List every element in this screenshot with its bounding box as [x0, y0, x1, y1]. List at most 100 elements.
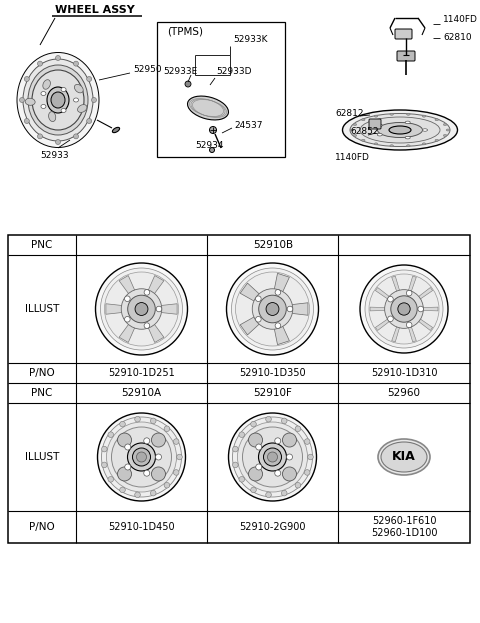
Circle shape: [407, 290, 412, 296]
Circle shape: [266, 416, 271, 422]
Circle shape: [388, 316, 393, 321]
Polygon shape: [375, 287, 397, 305]
Ellipse shape: [444, 123, 447, 125]
Circle shape: [365, 270, 443, 348]
Ellipse shape: [188, 96, 228, 120]
Ellipse shape: [378, 439, 430, 475]
Circle shape: [232, 417, 312, 497]
Circle shape: [120, 487, 125, 493]
Text: 52910B: 52910B: [253, 240, 293, 250]
Ellipse shape: [73, 98, 79, 102]
Circle shape: [418, 306, 423, 312]
Text: 1140FD: 1140FD: [443, 16, 478, 24]
Text: ILLUST: ILLUST: [25, 304, 59, 314]
Ellipse shape: [361, 140, 365, 141]
Circle shape: [132, 448, 151, 466]
FancyBboxPatch shape: [397, 51, 415, 61]
Circle shape: [295, 482, 301, 488]
Polygon shape: [106, 304, 132, 314]
Ellipse shape: [152, 433, 166, 447]
Ellipse shape: [43, 80, 50, 89]
Ellipse shape: [422, 115, 426, 117]
Circle shape: [102, 446, 107, 452]
Circle shape: [173, 470, 179, 475]
Ellipse shape: [377, 123, 422, 138]
Ellipse shape: [405, 136, 410, 139]
FancyBboxPatch shape: [369, 119, 381, 129]
Circle shape: [111, 427, 171, 487]
Circle shape: [108, 477, 114, 482]
Polygon shape: [413, 307, 438, 311]
Circle shape: [124, 316, 130, 322]
Ellipse shape: [422, 143, 426, 145]
Circle shape: [37, 61, 43, 66]
Ellipse shape: [47, 87, 69, 113]
Text: 52910A: 52910A: [121, 388, 162, 398]
Polygon shape: [392, 276, 402, 301]
Circle shape: [101, 417, 181, 497]
Text: 52933: 52933: [41, 151, 69, 159]
Ellipse shape: [389, 126, 411, 134]
Ellipse shape: [32, 70, 84, 130]
Circle shape: [164, 426, 170, 432]
Text: 52933K: 52933K: [233, 36, 267, 44]
Circle shape: [156, 454, 161, 460]
Circle shape: [256, 444, 262, 450]
Text: 52934: 52934: [196, 141, 224, 150]
Text: P/NO: P/NO: [29, 522, 55, 532]
Polygon shape: [240, 312, 267, 335]
Ellipse shape: [78, 105, 87, 112]
Text: 52933D: 52933D: [216, 67, 252, 77]
Ellipse shape: [41, 92, 46, 95]
Circle shape: [388, 297, 393, 302]
Text: 1140FD: 1140FD: [335, 153, 370, 161]
Ellipse shape: [61, 108, 66, 113]
Circle shape: [73, 134, 79, 139]
Ellipse shape: [61, 88, 66, 92]
Text: 52910-1D350: 52910-1D350: [239, 368, 306, 378]
Circle shape: [308, 454, 313, 460]
Text: KIA: KIA: [392, 450, 416, 464]
Ellipse shape: [374, 115, 378, 117]
Circle shape: [236, 272, 310, 346]
Circle shape: [275, 470, 281, 476]
Polygon shape: [272, 316, 289, 345]
Ellipse shape: [249, 433, 263, 447]
Circle shape: [232, 462, 238, 468]
Circle shape: [135, 303, 148, 315]
Ellipse shape: [422, 129, 428, 131]
Polygon shape: [144, 275, 164, 302]
Circle shape: [105, 272, 179, 346]
Text: (TPMS): (TPMS): [167, 27, 203, 37]
Ellipse shape: [112, 127, 120, 133]
Circle shape: [242, 427, 302, 487]
Polygon shape: [151, 304, 177, 314]
Text: PNC: PNC: [31, 240, 53, 250]
Circle shape: [177, 454, 182, 460]
Circle shape: [92, 98, 96, 103]
Text: P/NO: P/NO: [29, 368, 55, 378]
Ellipse shape: [282, 467, 297, 481]
Text: 52933E: 52933E: [163, 67, 197, 77]
Ellipse shape: [209, 126, 216, 133]
Ellipse shape: [361, 119, 365, 121]
Circle shape: [391, 296, 417, 322]
Text: 24537: 24537: [234, 120, 263, 130]
Circle shape: [144, 470, 150, 476]
Ellipse shape: [249, 467, 263, 481]
Circle shape: [304, 439, 310, 444]
Ellipse shape: [446, 129, 450, 131]
Ellipse shape: [209, 148, 215, 153]
Text: PNC: PNC: [31, 388, 53, 398]
Bar: [157, 22, 285, 157]
Ellipse shape: [390, 113, 394, 115]
Circle shape: [239, 432, 244, 437]
Ellipse shape: [282, 433, 297, 447]
Ellipse shape: [435, 140, 439, 141]
Circle shape: [56, 55, 60, 60]
Circle shape: [150, 490, 156, 496]
Text: 52910-1D251: 52910-1D251: [108, 368, 175, 378]
Circle shape: [275, 290, 281, 295]
Ellipse shape: [152, 467, 166, 481]
Ellipse shape: [407, 113, 410, 115]
